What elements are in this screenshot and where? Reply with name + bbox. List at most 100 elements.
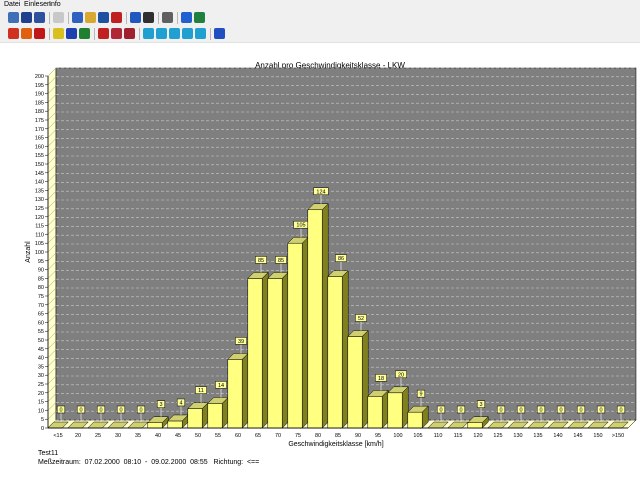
edit-icon[interactable]	[111, 12, 122, 23]
data-label: 52	[358, 316, 364, 322]
car-orange-icon[interactable]	[21, 28, 32, 39]
data-label: 39	[238, 339, 244, 345]
wall-grid-line	[47, 411, 57, 420]
data-label-box	[235, 337, 247, 345]
x-tick-label: >150	[612, 433, 624, 439]
x-tick-label: 130	[513, 433, 522, 439]
open-folder-icon[interactable]	[8, 12, 19, 23]
stop-icon[interactable]	[143, 12, 154, 23]
chart-type-1-icon[interactable]	[143, 28, 154, 39]
y-tick-label: 35	[38, 364, 44, 370]
wall-grid-line	[47, 305, 57, 314]
menu-info[interactable]: Info	[49, 1, 61, 8]
speed-class-chart: Anzahl pro Geschwindigkeitsklasse - LKW …	[25, 61, 637, 448]
vehicle-small-icon[interactable]	[111, 28, 122, 39]
wall-grid-line	[47, 349, 57, 358]
bar	[167, 420, 183, 429]
info-icon[interactable]	[181, 12, 192, 23]
wall-grid-line	[47, 243, 57, 253]
save-all-icon[interactable]	[34, 12, 45, 23]
wall-grid-line	[47, 208, 57, 217]
globe-icon[interactable]	[194, 12, 205, 23]
tractor-icon[interactable]	[79, 28, 90, 39]
wall-grid-line	[47, 358, 57, 367]
data-label: 0	[439, 408, 442, 414]
bar-top	[407, 405, 429, 413]
back-arrow-icon[interactable]	[214, 28, 225, 39]
menu-datei[interactable]: Datei	[4, 1, 21, 8]
chart-title: Anzahl pro Geschwindigkeitsklasse - LKW	[255, 61, 405, 70]
x-tick-label: 85	[335, 433, 341, 439]
folder-icon[interactable]	[85, 12, 96, 23]
y-tick-label: 150	[35, 162, 44, 168]
windows-icon[interactable]	[72, 12, 83, 23]
data-label: 85	[258, 258, 264, 264]
bar	[387, 392, 403, 429]
data-label: 0	[459, 408, 462, 414]
wall-grid-line	[47, 323, 57, 332]
clock-icon[interactable]	[130, 12, 141, 23]
data-label: 0	[79, 408, 82, 414]
bar	[227, 359, 243, 429]
x-tick-label: 110	[434, 433, 443, 439]
chart-type-2-icon[interactable]	[156, 28, 167, 39]
vehicle-red-icon[interactable]	[98, 28, 109, 39]
toolbar-separator	[49, 28, 50, 40]
data-label-box	[556, 405, 566, 414]
data-label: 3	[479, 402, 482, 408]
x-tick-label: 50	[195, 433, 201, 439]
data-label: 0	[599, 408, 602, 414]
data-label: 0	[59, 408, 62, 414]
bar-chart-icon[interactable]	[98, 12, 109, 23]
wall-grid-line	[47, 191, 57, 200]
chart-type-5-icon[interactable]	[195, 28, 206, 39]
x-tick-label: 75	[295, 433, 301, 439]
save-icon[interactable]	[21, 12, 32, 23]
truck-blue-icon[interactable]	[66, 28, 77, 39]
y-tick-label: 165	[35, 136, 44, 142]
x-axis-label: Geschwindigkeitsklasse [km/h]	[288, 441, 383, 448]
y-tick-label: 40	[38, 356, 44, 362]
x-tick-label: 80	[315, 433, 321, 439]
x-tick-label: 65	[255, 433, 261, 439]
menu-einlesen[interactable]: Einlesen	[24, 1, 51, 8]
y-tick-label: 145	[35, 171, 44, 177]
measurement-name: Test11	[38, 450, 59, 457]
data-label: 0	[619, 408, 622, 414]
y-tick-label: 115	[35, 224, 44, 230]
x-tick-label: 140	[553, 433, 562, 439]
bar-top	[147, 416, 169, 423]
print-icon[interactable]	[162, 12, 173, 23]
wall-grid-line	[47, 252, 57, 261]
chart-type-4-icon[interactable]	[182, 28, 193, 39]
vehicle-group-icon[interactable]	[124, 28, 135, 39]
data-label-box	[596, 405, 606, 414]
y-axis-label: Anzahl	[25, 241, 32, 263]
data-label-box	[456, 405, 466, 414]
wall-grid-line	[47, 270, 57, 279]
wall-grid-line	[47, 279, 57, 288]
data-label-box	[275, 256, 287, 264]
bar-top	[387, 386, 409, 394]
truck-red-icon[interactable]	[8, 28, 19, 39]
x-tick-label: 120	[473, 433, 482, 439]
wall-grid-line	[47, 226, 57, 235]
filter-icon[interactable]	[53, 12, 64, 23]
wall-grid-line	[47, 375, 57, 385]
bar-side	[401, 386, 409, 429]
y-tick-label: 125	[35, 206, 44, 212]
wall-grid-line	[47, 314, 57, 323]
bar-side	[361, 329, 369, 429]
chart-type-3-icon[interactable]	[169, 28, 180, 39]
y-tick-label: 25	[38, 382, 44, 388]
wall-grid-line	[47, 111, 57, 121]
bar-top	[347, 330, 369, 337]
x-tick-label: 145	[573, 433, 582, 439]
wall-grid-line	[47, 331, 57, 341]
data-label-box	[136, 405, 146, 414]
bus-yellow-icon[interactable]	[53, 28, 64, 39]
x-tick-label: <15	[53, 433, 62, 439]
x-tick-label: 125	[493, 433, 502, 439]
car-red-icon[interactable]	[34, 28, 45, 39]
data-label: 18	[378, 376, 384, 382]
